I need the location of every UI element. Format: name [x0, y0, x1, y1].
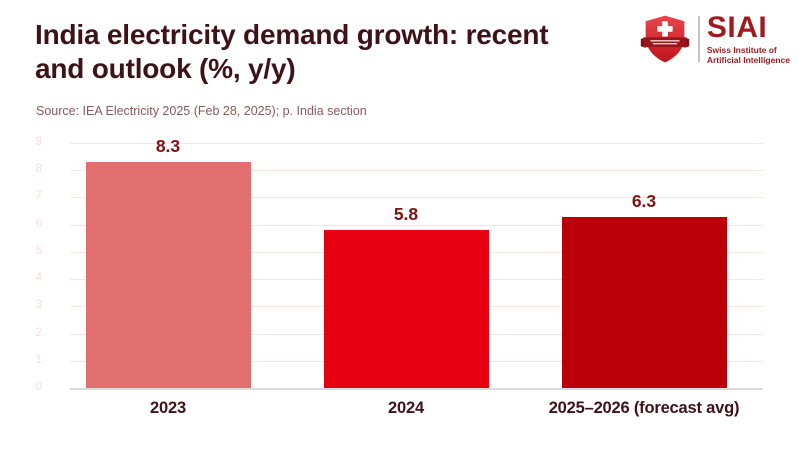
y-tick-label: 5	[35, 244, 42, 257]
x-axis-line	[70, 388, 763, 390]
y-tick-label: 8	[35, 163, 42, 176]
y-tick-label: 3	[35, 299, 42, 312]
y-tick-label: 9	[35, 136, 42, 148]
y-tick-label: 2	[35, 326, 42, 339]
logo-subtitle: Swiss Institute of Artificial Intelligen…	[707, 45, 790, 65]
logo-divider	[697, 16, 700, 63]
x-tick-label: 2024	[388, 399, 424, 417]
y-tick-label: 1	[35, 353, 42, 366]
y-tick-label: 6	[35, 217, 42, 230]
gridline	[70, 224, 763, 226]
y-tick-label: 0	[35, 381, 42, 393]
logo-banner	[643, 37, 687, 48]
siai-logo: SIAI Swiss Institute of Artificial Intel…	[639, 13, 790, 65]
logo-subtitle-line2: Artificial Intelligence	[706, 55, 790, 66]
bar	[323, 230, 489, 388]
value-label: 5.8	[393, 204, 419, 225]
value-label: 8.3	[155, 136, 181, 157]
gridline	[70, 197, 763, 199]
bar	[85, 162, 251, 388]
logo-subtitle-line1: Swiss Institute of	[706, 45, 777, 55]
logo-acronym: SIAI	[706, 11, 768, 44]
y-tick-label: 4	[35, 272, 42, 285]
x-tick-label: 2025–2026 (forecast avg)	[548, 399, 740, 417]
logo-text: SIAI Swiss Institute of Artificial Intel…	[706, 11, 790, 66]
source-note: Source: IEA Electricity 2025 (Feb 28, 20…	[36, 104, 367, 118]
swiss-shield-icon	[640, 15, 690, 63]
value-label: 6.3	[631, 190, 657, 211]
gridline	[70, 143, 763, 144]
gridline	[70, 170, 763, 172]
page-title: India electricity demand growth: recent …	[35, 19, 549, 85]
y-tick-label: 7	[35, 190, 42, 203]
bar	[561, 216, 727, 388]
x-tick-label: 2023	[150, 399, 186, 417]
